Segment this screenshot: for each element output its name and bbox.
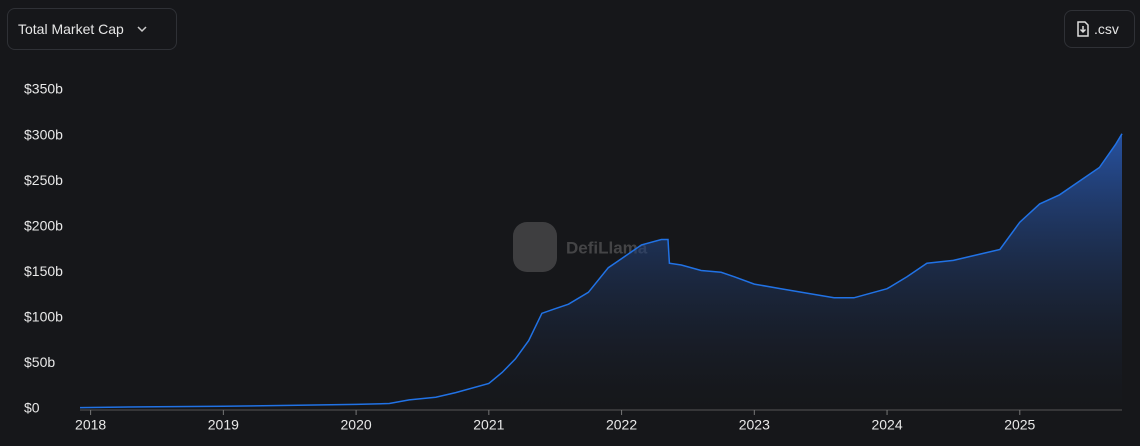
metric-dropdown[interactable]: Total Market Cap — [7, 8, 177, 50]
line — [79, 133, 1123, 409]
y-tick-label: $100b — [24, 309, 63, 325]
x-tick-label: 2023 — [739, 417, 770, 433]
y-tick-label: $250b — [24, 172, 63, 188]
y-tick-label: $350b — [24, 81, 63, 97]
x-tick-label: 2022 — [606, 417, 637, 433]
y-tick-label: $150b — [24, 263, 63, 279]
y-tick-label: $300b — [24, 126, 63, 142]
y-tick-label: $200b — [24, 217, 63, 233]
csv-label: .csv — [1094, 21, 1119, 37]
x-tick-label: 2024 — [871, 417, 902, 433]
y-tick-label: $50b — [24, 354, 55, 370]
download-icon — [1077, 21, 1089, 37]
x-tick-label: 2020 — [341, 417, 372, 433]
dropdown-label: Total Market Cap — [18, 21, 124, 37]
chevron-icon — [137, 26, 147, 33]
watermark: DefiLlama — [513, 222, 648, 272]
watermark-text: DefiLlama — [566, 238, 648, 257]
x-tick-label: 2025 — [1004, 417, 1035, 433]
x-tick-label: 2021 — [473, 417, 504, 433]
x-tick-label: 2019 — [208, 417, 239, 433]
area — [80, 133, 1122, 409]
y-tick-label: $0 — [24, 400, 40, 416]
csv-button[interactable]: .csv — [1064, 10, 1135, 48]
x-tick-label: 2018 — [75, 417, 106, 433]
